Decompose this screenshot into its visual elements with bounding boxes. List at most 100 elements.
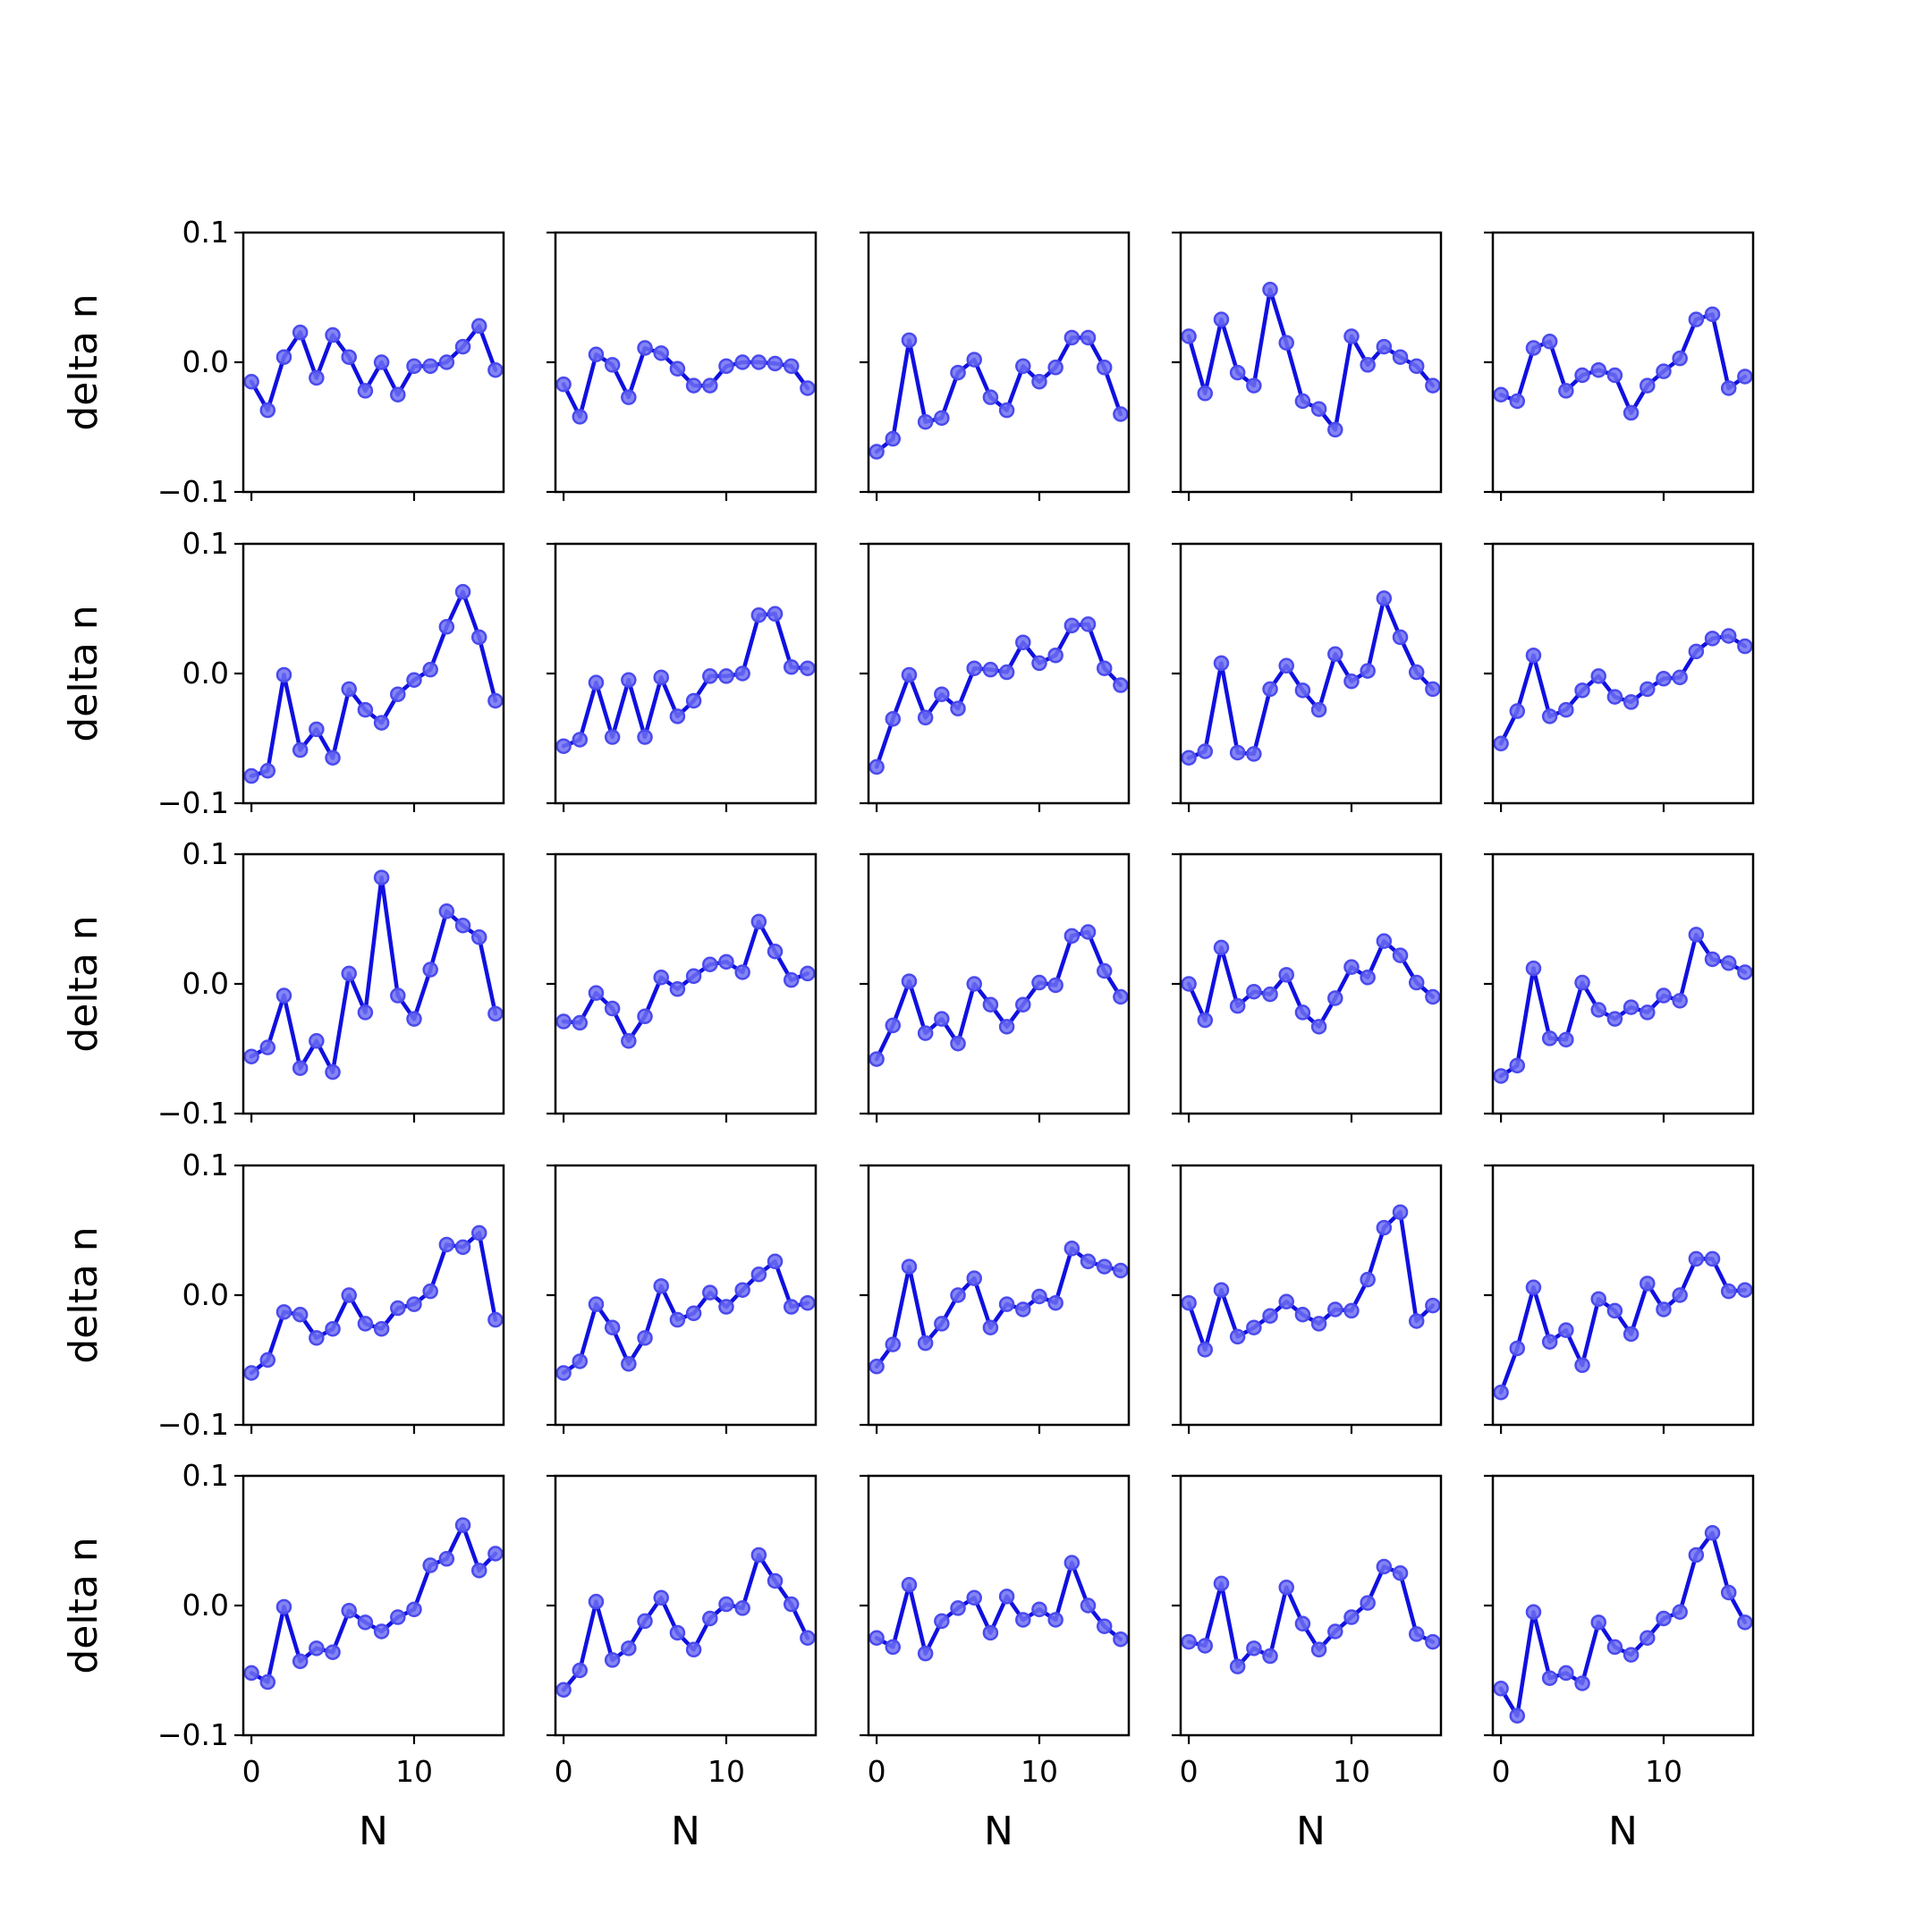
data-point	[1493, 1385, 1509, 1401]
data-point	[767, 606, 784, 623]
data-point	[1181, 1633, 1197, 1650]
panel-r5-c2: 0 10N	[547, 1474, 818, 1854]
data-point	[1737, 638, 1753, 655]
data-point	[1031, 974, 1047, 991]
data-point	[966, 1589, 982, 1606]
data-point	[1590, 361, 1606, 378]
data-point	[1360, 1595, 1376, 1611]
data-point	[325, 1063, 341, 1080]
panel-r1-c5	[1484, 231, 1755, 501]
data-point	[1640, 681, 1656, 698]
data-point	[1525, 1604, 1542, 1620]
data-point	[572, 409, 589, 425]
data-point	[357, 383, 374, 399]
data-point	[783, 659, 800, 675]
data-point	[259, 1039, 276, 1055]
data-point	[1541, 708, 1558, 724]
series-line	[1498, 932, 1748, 1079]
data-point	[934, 686, 950, 702]
data-point	[357, 1316, 374, 1332]
data-point	[885, 711, 902, 727]
data-point	[1181, 750, 1197, 766]
data-point	[341, 681, 357, 698]
data-point	[588, 985, 605, 1001]
data-point	[1015, 358, 1031, 375]
axes-frame	[554, 852, 818, 1115]
data-point	[669, 981, 686, 997]
data-point	[966, 976, 982, 992]
data-point	[783, 358, 800, 375]
panel-r5-c4: 0 10N	[1172, 1474, 1443, 1854]
data-point	[259, 763, 276, 779]
data-point	[767, 944, 784, 960]
data-point	[588, 1593, 605, 1610]
data-point	[950, 700, 966, 716]
data-point	[292, 1060, 309, 1076]
data-point	[982, 389, 999, 405]
data-point	[470, 929, 487, 945]
axes-frame	[242, 1474, 505, 1737]
data-point	[325, 1644, 341, 1660]
data-point	[1181, 976, 1197, 992]
data-point	[869, 758, 885, 775]
y-axis-label: delta n	[61, 293, 106, 430]
data-point	[621, 1640, 637, 1657]
data-point	[1509, 1340, 1526, 1357]
data-point	[1425, 988, 1441, 1005]
data-point	[1080, 1253, 1097, 1270]
data-point	[800, 1630, 816, 1646]
data-point	[243, 767, 259, 784]
data-point	[422, 661, 438, 678]
data-point	[1327, 421, 1343, 438]
axes-frame	[554, 542, 818, 805]
data-point	[1213, 1575, 1230, 1592]
data-point	[669, 708, 686, 724]
data-point	[1213, 311, 1230, 327]
data-point	[1392, 349, 1409, 365]
data-point	[470, 1224, 487, 1241]
data-point	[1590, 1002, 1606, 1018]
panel-r3-c2	[547, 852, 818, 1123]
data-point	[309, 1330, 325, 1346]
data-point	[487, 1546, 504, 1562]
data-point	[1278, 335, 1294, 351]
data-point	[1310, 1641, 1327, 1658]
data-point	[734, 1282, 750, 1298]
data-point	[734, 964, 750, 980]
data-point	[1360, 1271, 1376, 1288]
data-point	[1509, 1057, 1526, 1074]
data-point	[1623, 999, 1640, 1015]
data-point	[275, 666, 292, 683]
data-point	[1640, 1630, 1656, 1646]
data-point	[621, 389, 637, 405]
data-point	[309, 721, 325, 738]
axes-frame	[867, 542, 1131, 805]
data-point	[1688, 927, 1705, 943]
panel-r3-c5	[1484, 852, 1755, 1123]
data-point	[718, 953, 734, 970]
data-point	[572, 1014, 589, 1031]
data-point	[1704, 1525, 1721, 1541]
data-point	[604, 357, 621, 373]
data-point	[1063, 617, 1080, 634]
axes-frame	[242, 852, 505, 1115]
data-point	[1047, 977, 1063, 994]
data-point	[869, 1359, 885, 1375]
data-point	[702, 1284, 718, 1301]
data-point	[885, 430, 902, 447]
series-line	[1186, 287, 1436, 432]
data-point	[604, 1652, 621, 1668]
data-point	[1015, 634, 1031, 650]
data-point	[1737, 369, 1753, 385]
series-line	[1498, 633, 1748, 746]
data-point	[1408, 664, 1425, 681]
data-point	[422, 962, 438, 978]
x-tick-label: 0	[1492, 1754, 1511, 1789]
data-point	[1294, 1004, 1311, 1021]
series-line	[249, 1231, 498, 1376]
data-point	[1229, 364, 1246, 381]
data-point	[341, 1603, 357, 1619]
series-line	[249, 1522, 498, 1684]
axes-frame	[1491, 1474, 1755, 1737]
data-point	[438, 1551, 455, 1567]
